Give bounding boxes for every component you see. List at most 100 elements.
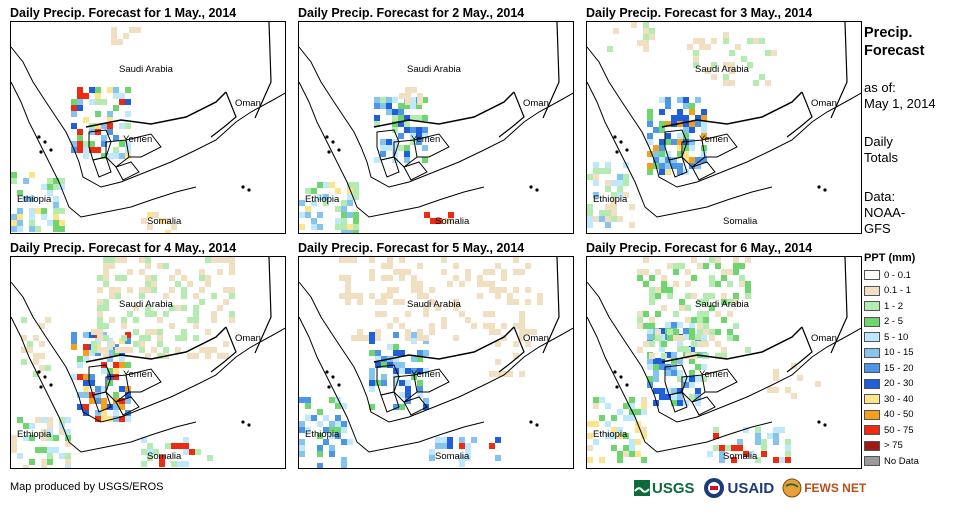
precip-cell bbox=[647, 133, 653, 139]
precip-cell bbox=[417, 368, 423, 374]
precip-cell bbox=[381, 275, 387, 281]
island bbox=[823, 188, 827, 192]
precip-cell bbox=[175, 269, 181, 275]
precip-cell bbox=[369, 380, 375, 386]
precip-cell bbox=[71, 374, 77, 380]
precip-cell bbox=[393, 317, 399, 323]
precip-cell bbox=[701, 376, 707, 382]
precip-cell bbox=[392, 115, 398, 121]
precip-cell bbox=[647, 328, 653, 334]
precip-cell bbox=[753, 38, 759, 44]
island bbox=[325, 135, 329, 139]
precip-cell bbox=[157, 329, 163, 335]
precip-cell bbox=[501, 335, 507, 341]
precip-cell bbox=[101, 386, 107, 392]
precip-cell bbox=[139, 341, 145, 347]
fews-globe-icon bbox=[782, 478, 802, 498]
precip-cell bbox=[727, 299, 733, 305]
precip-cell bbox=[715, 263, 721, 269]
precip-cell bbox=[77, 105, 83, 111]
legend-label: 50 - 75 bbox=[884, 424, 914, 436]
precip-cell bbox=[773, 433, 779, 439]
precip-cell bbox=[163, 311, 169, 317]
precip-cell bbox=[21, 359, 27, 365]
precip-cell bbox=[653, 145, 659, 151]
precip-cell bbox=[189, 449, 195, 455]
precip-cell bbox=[719, 457, 725, 463]
precip-cell bbox=[709, 275, 715, 281]
precip-cell bbox=[465, 275, 471, 281]
precip-cell bbox=[45, 365, 51, 371]
precip-cell bbox=[335, 433, 341, 439]
precip-cell bbox=[101, 410, 107, 416]
precip-cell bbox=[727, 269, 733, 275]
precip-cell bbox=[647, 121, 653, 127]
precip-cell bbox=[65, 465, 71, 468]
usgs-wave-icon bbox=[634, 480, 650, 496]
legend-item: 50 - 75 bbox=[864, 423, 914, 437]
coastline bbox=[11, 281, 285, 423]
precip-cell bbox=[665, 322, 671, 328]
precip-cell bbox=[689, 394, 695, 400]
precip-cell bbox=[181, 329, 187, 335]
precip-cell bbox=[525, 287, 531, 293]
precip-cell bbox=[329, 445, 335, 451]
precip-cell bbox=[587, 457, 593, 463]
precip-cell bbox=[653, 370, 659, 376]
precip-cell bbox=[501, 323, 507, 329]
island bbox=[325, 370, 329, 374]
precip-cell bbox=[135, 27, 141, 33]
precip-cell bbox=[97, 329, 103, 335]
precip-cell bbox=[181, 305, 187, 311]
precip-cell bbox=[299, 421, 305, 427]
precip-cell bbox=[323, 200, 329, 206]
precip-cell bbox=[380, 139, 386, 145]
precip-cell bbox=[29, 423, 35, 429]
precip-cell bbox=[317, 445, 323, 451]
precip-cell bbox=[29, 226, 35, 232]
precip-cell bbox=[635, 409, 641, 415]
precip-cell bbox=[163, 263, 169, 269]
precip-cell bbox=[77, 404, 83, 410]
precip-cell bbox=[635, 439, 641, 445]
precip-cell bbox=[677, 145, 683, 151]
precip-cell bbox=[677, 115, 683, 121]
credit-text: Map produced by USGS/EROS bbox=[10, 481, 164, 493]
precip-cell bbox=[587, 445, 593, 451]
precip-cell bbox=[229, 257, 235, 263]
precip-cell bbox=[587, 222, 593, 228]
precip-cell bbox=[417, 293, 423, 299]
legend-item: No Data bbox=[864, 454, 919, 468]
precip-cell bbox=[689, 322, 695, 328]
precip-cell bbox=[693, 50, 699, 56]
border bbox=[786, 326, 813, 373]
precip-cell bbox=[95, 123, 101, 129]
precip-cell bbox=[217, 305, 223, 311]
precip-cell bbox=[417, 350, 423, 356]
precip-cell bbox=[95, 99, 101, 105]
precip-cell bbox=[417, 392, 423, 398]
precip-cell bbox=[317, 433, 323, 439]
precip-cell bbox=[375, 311, 381, 317]
precip-cell bbox=[661, 281, 667, 287]
precip-cell bbox=[659, 334, 665, 340]
precip-cell bbox=[386, 109, 392, 115]
precip-cell bbox=[353, 182, 359, 188]
district-border bbox=[668, 156, 688, 178]
precip-cell bbox=[115, 347, 121, 353]
precip-cell bbox=[341, 224, 347, 230]
precip-cell bbox=[519, 269, 525, 275]
precip-cell bbox=[65, 429, 71, 435]
precip-cell bbox=[83, 404, 89, 410]
precip-cell bbox=[779, 427, 785, 433]
precip-cell bbox=[199, 347, 205, 353]
legend-item: 5 - 10 bbox=[864, 330, 908, 344]
precip-cell bbox=[329, 397, 335, 403]
precip-cell bbox=[417, 386, 423, 392]
precip-cell bbox=[347, 200, 353, 206]
precip-cell bbox=[119, 362, 125, 368]
precip-cell bbox=[701, 115, 707, 121]
legend-label: 5 - 10 bbox=[884, 331, 909, 343]
precip-cell bbox=[411, 281, 417, 287]
precip-cell bbox=[393, 299, 399, 305]
